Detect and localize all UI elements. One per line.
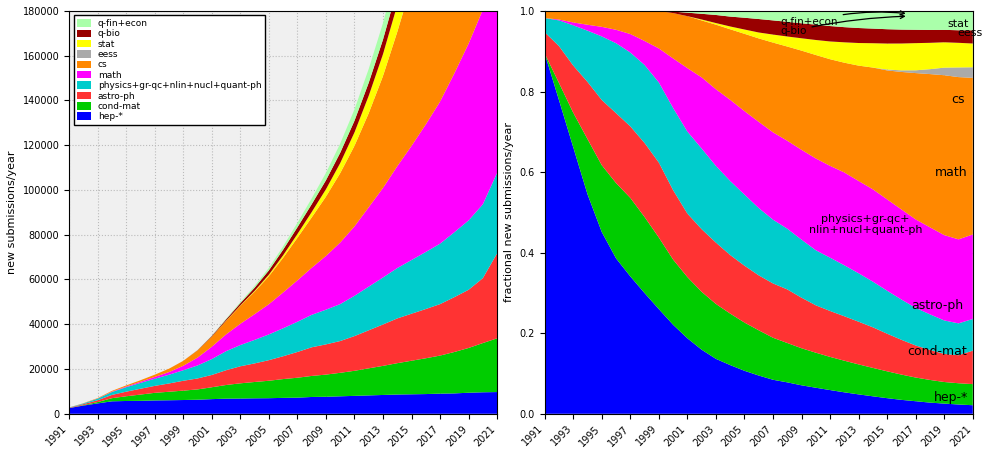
Text: cond-mat: cond-mat <box>907 345 967 358</box>
Text: cs: cs <box>951 93 965 106</box>
Text: q-bio: q-bio <box>780 15 905 36</box>
Y-axis label: new submissions/year: new submissions/year <box>7 151 17 274</box>
Text: physics+gr-qc+
nlin+nucl+quant-ph: physics+gr-qc+ nlin+nucl+quant-ph <box>809 214 923 235</box>
Text: hep-*: hep-* <box>935 391 968 404</box>
Text: eess: eess <box>957 28 982 38</box>
Text: stat: stat <box>947 19 969 29</box>
Y-axis label: fractional new submissions/year: fractional new submissions/year <box>504 122 514 303</box>
Text: math: math <box>935 166 967 178</box>
Legend: q-fin+econ, q-bio, stat, eess, cs, math, physics+gr-qc+nlin+nucl+quant-ph, astro: q-fin+econ, q-bio, stat, eess, cs, math,… <box>73 15 265 125</box>
Text: astro-ph: astro-ph <box>911 298 963 312</box>
Text: q-fin+econ: q-fin+econ <box>780 11 905 27</box>
